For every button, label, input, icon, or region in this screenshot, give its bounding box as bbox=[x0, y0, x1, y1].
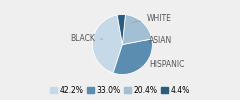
Text: BLACK: BLACK bbox=[70, 34, 103, 43]
Wedge shape bbox=[113, 39, 152, 74]
Wedge shape bbox=[117, 14, 126, 44]
Wedge shape bbox=[92, 15, 122, 73]
Wedge shape bbox=[122, 15, 152, 44]
Text: HISPANIC: HISPANIC bbox=[139, 60, 184, 69]
Text: ASIAN: ASIAN bbox=[141, 36, 172, 45]
Legend: 42.2%, 33.0%, 20.4%, 4.4%: 42.2%, 33.0%, 20.4%, 4.4% bbox=[49, 84, 191, 96]
Text: WHITE: WHITE bbox=[132, 14, 171, 23]
